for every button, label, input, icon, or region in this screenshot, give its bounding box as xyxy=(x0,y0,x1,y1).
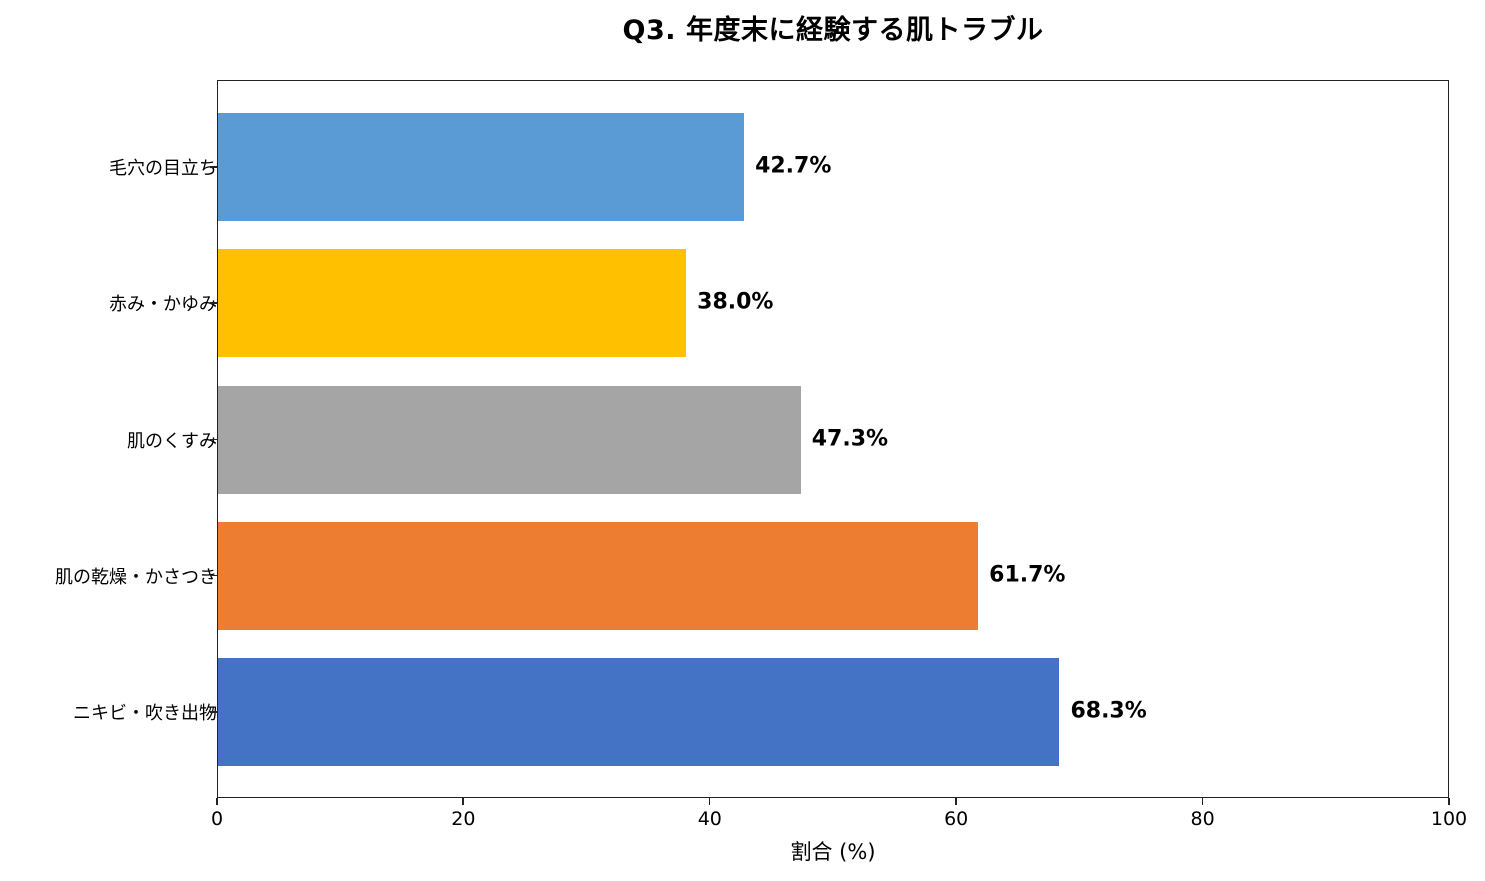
x-tick-label: 80 xyxy=(1190,808,1215,830)
plot-area: 42.7% 38.0% 47.3% 61.7% 68.3% xyxy=(217,80,1449,798)
x-axis-label: 割合 (%) xyxy=(790,840,876,864)
bar-value-label: 68.3% xyxy=(1070,698,1147,724)
x-tick-label: 60 xyxy=(944,808,969,830)
y-tick-label: ニキビ・吹き出物 xyxy=(73,703,217,725)
y-tick-mark xyxy=(210,711,217,713)
x-tick-label: 40 xyxy=(697,808,722,830)
y-tick-mark xyxy=(210,166,217,168)
bar xyxy=(218,249,687,358)
chart-title: Q3. 年度末に経験する肌トラブル xyxy=(622,15,1044,46)
bar-value-label: 61.7% xyxy=(989,562,1066,588)
bar-value-label: 42.7% xyxy=(755,153,832,179)
y-tick-label: 毛穴の目立ち xyxy=(109,158,217,179)
x-tick-label: 20 xyxy=(451,808,476,830)
x-tick-mark xyxy=(1201,798,1204,805)
x-tick-mark xyxy=(216,798,218,805)
y-tick-label: 赤み・かゆみ xyxy=(109,294,217,316)
bar-value-label: 47.3% xyxy=(811,426,889,452)
bar xyxy=(218,521,979,630)
x-tick-mark xyxy=(462,798,464,805)
x-tick-mark xyxy=(955,798,957,805)
bar-value-label: 38.0% xyxy=(697,289,774,315)
y-tick-label: 肌のくすみ xyxy=(127,430,217,452)
bar xyxy=(218,385,801,494)
y-tick-label: 肌の乾燥・かさつき xyxy=(55,566,217,588)
x-tick-label: 0 xyxy=(210,808,224,830)
y-tick-mark xyxy=(210,438,217,441)
y-tick-mark xyxy=(210,302,217,304)
x-tick-mark xyxy=(708,798,711,805)
bar xyxy=(218,658,1060,767)
x-tick-label: 100 xyxy=(1430,808,1468,830)
x-tick-mark xyxy=(1448,798,1450,805)
y-tick-mark xyxy=(210,574,217,577)
bar xyxy=(218,113,745,221)
